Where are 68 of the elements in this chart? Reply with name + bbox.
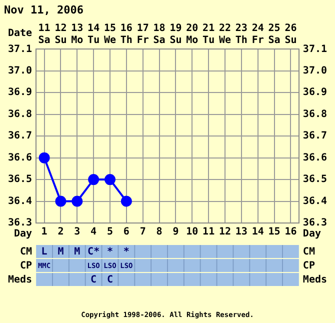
y2-tick-label: 36.5 xyxy=(302,174,328,186)
x2-tick-label: 23 Th xyxy=(235,22,248,46)
x-tick-label: 12 xyxy=(218,226,232,238)
y-tick-label: 36.8 xyxy=(8,108,32,120)
text: Day xyxy=(302,228,321,240)
point xyxy=(104,174,116,186)
y2-tick-label: 36.3 xyxy=(302,218,328,229)
y2-tick-label: 36.9 xyxy=(302,87,328,98)
point xyxy=(38,152,50,164)
x-tick-label: 7 xyxy=(140,226,146,238)
x-tick-label: 1 xyxy=(41,226,48,238)
y-tick-label: 36.9 xyxy=(8,87,32,98)
y-tick-label: 37.0 xyxy=(8,66,32,77)
x-tick-label: 3 xyxy=(74,226,80,238)
y-tick-label: 36.5 xyxy=(8,174,32,186)
y2-tick-label: 36.4 xyxy=(302,196,328,207)
y-tick-label: 36.6 xyxy=(8,152,32,164)
x2-tick-label: 19 Su xyxy=(170,22,182,46)
x2-tick-label: 14 Tu xyxy=(88,22,100,46)
y-tick-label: 36.7 xyxy=(8,130,32,142)
x-tick-label: 15 xyxy=(268,226,280,238)
text: L M M C* * * xyxy=(41,246,130,258)
y2-tick-label: 36.7 xyxy=(302,130,328,142)
x2-tick-label: 25 Sa xyxy=(268,22,280,46)
y2-tick-label: 37.0 xyxy=(302,66,328,77)
text: Meds xyxy=(302,274,328,286)
point xyxy=(72,196,83,207)
x-tick-label: 6 xyxy=(123,226,130,238)
x2-tick-label: 18 Sa xyxy=(153,22,166,46)
text: CP xyxy=(20,260,32,272)
x2-tick-label: 24 Fr xyxy=(252,22,264,46)
x-axis-title: Day xyxy=(14,228,32,240)
x-tick-label: 8 xyxy=(156,226,162,238)
y-tick-label: 37.1 xyxy=(8,44,32,55)
point xyxy=(120,196,132,207)
text: CP xyxy=(302,260,315,272)
text: Meds xyxy=(8,274,32,286)
text: CM xyxy=(302,246,315,258)
x-tick-label: 4 xyxy=(90,226,97,238)
x-tick-label: 5 xyxy=(106,226,114,238)
x2-tick-label: 26 Su xyxy=(284,22,297,46)
x2-tick-label: 21 Tu xyxy=(202,22,215,46)
x-tick-label: 2 xyxy=(58,226,64,238)
x-tick-label: 10 xyxy=(186,226,198,238)
text: C C xyxy=(90,274,114,286)
x-tick-label: 14 xyxy=(252,226,264,238)
y-tick-label: 36.4 xyxy=(8,196,32,207)
y2-tick-label: 36.8 xyxy=(302,108,328,120)
x2-tick-label: 11 Sa xyxy=(38,22,50,46)
y-tick-label: 36.3 xyxy=(8,218,32,229)
x2-tick-label: 17 Fr xyxy=(136,22,149,46)
x2-tick-label: 13 Mo xyxy=(71,22,84,46)
text: CM xyxy=(20,246,32,258)
y2-tick-label: 36.6 xyxy=(302,152,328,164)
point xyxy=(88,174,100,186)
x-tick-label: 16 xyxy=(284,226,297,238)
x-tick-label: 13 xyxy=(235,226,248,238)
x2-tick-label: 12 Su xyxy=(54,22,67,46)
x-tick-label: 11 xyxy=(202,226,215,238)
x2-axis-title: Date xyxy=(8,28,32,39)
x2-tick-label: 16 Th xyxy=(120,22,132,46)
x2-tick-label: 20 Mo xyxy=(186,22,198,46)
point xyxy=(55,196,66,207)
x-tick-label: 9 xyxy=(172,226,179,238)
chart-title: Nov 11, 2006 xyxy=(4,3,84,16)
y2-tick-label: 37.1 xyxy=(302,44,328,55)
x2-tick-label: 15 We xyxy=(104,22,116,46)
x2-tick-label: 22 We xyxy=(218,22,232,46)
